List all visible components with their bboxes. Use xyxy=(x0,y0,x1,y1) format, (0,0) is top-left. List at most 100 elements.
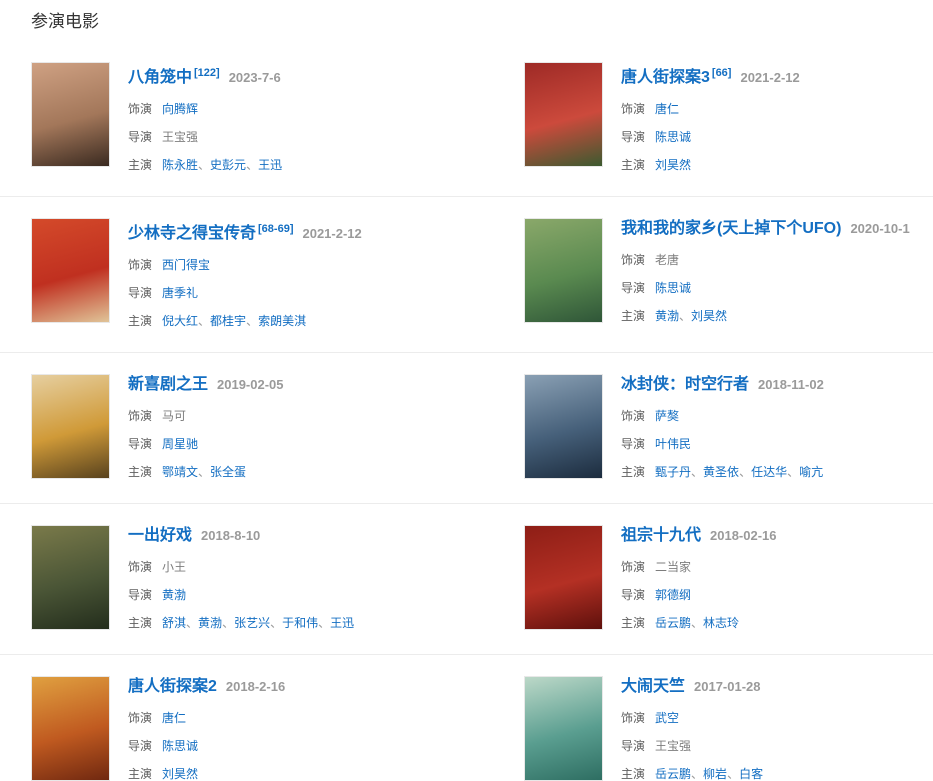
director-label: 导演 xyxy=(621,130,646,144)
cast-name-link[interactable]: 喻亢 xyxy=(799,465,824,479)
cast-name-link[interactable]: 黄渤 xyxy=(198,616,223,630)
cast-name-link[interactable]: 张全蛋 xyxy=(210,465,247,479)
director-value[interactable]: 陈思诚 xyxy=(655,130,692,144)
name-separator: 、 xyxy=(691,465,704,479)
name-separator: 、 xyxy=(787,465,800,479)
role-label: 饰演 xyxy=(621,102,646,116)
director-value[interactable]: 唐季礼 xyxy=(162,286,199,300)
role-value[interactable]: 西门得宝 xyxy=(162,258,211,272)
cast-name-link[interactable]: 柳岩 xyxy=(703,767,728,781)
director-value[interactable]: 叶伟民 xyxy=(655,437,692,451)
cast-name-link[interactable]: 倪大红 xyxy=(162,314,199,328)
role-value[interactable]: 向腾辉 xyxy=(162,102,199,116)
title-line: 少林寺之得宝传奇 [68-69] 2021-2-12 xyxy=(128,218,362,245)
cast-name-link[interactable]: 王迅 xyxy=(330,616,355,630)
movie-poster[interactable] xyxy=(524,676,603,781)
role-value[interactable]: 唐仁 xyxy=(655,102,680,116)
movie-title-link[interactable]: 唐人街探案2 xyxy=(128,678,217,695)
cast-name-link[interactable]: 岳云鹏 xyxy=(655,616,692,630)
movie-poster[interactable] xyxy=(31,525,110,630)
movie-title-link[interactable]: 我和我的家乡(天上掉下个UFO) xyxy=(621,220,842,237)
movie-title-link[interactable]: 大闹天竺 xyxy=(621,678,686,695)
cast-name-link[interactable]: 索朗美淇 xyxy=(258,314,307,328)
movie-title-link[interactable]: 八角笼中 xyxy=(128,69,193,86)
cast-name-link[interactable]: 刘昊然 xyxy=(162,767,199,781)
cast-name-link[interactable]: 史彭元 xyxy=(210,158,247,172)
cast-name-link[interactable]: 林志玲 xyxy=(703,616,740,630)
name-separator: 、 xyxy=(691,616,704,630)
cast-line: 主演 陈永胜、史彭元、王迅 xyxy=(128,157,282,173)
director-line: 导演 黄渤 xyxy=(128,587,354,603)
movie-info: 祖宗十九代 2018-02-16 饰演 二当家 导演 郭德纲 主演 岳云鹏、林志玲 xyxy=(621,525,777,631)
director-line: 导演 周星驰 xyxy=(128,436,284,452)
director-label: 导演 xyxy=(621,739,646,753)
cast-name-link[interactable]: 于和伟 xyxy=(282,616,319,630)
director-line: 导演 王宝强 xyxy=(128,129,282,145)
release-date: 2021-2-12 xyxy=(740,70,800,85)
role-label: 饰演 xyxy=(128,711,153,725)
director-label: 导演 xyxy=(128,130,153,144)
name-separator: 、 xyxy=(246,314,259,328)
cast-name-link[interactable]: 刘昊然 xyxy=(655,158,692,172)
cast-name-link[interactable]: 岳云鹏 xyxy=(655,767,692,781)
movie-title-link[interactable]: 少林寺之得宝传奇 xyxy=(128,225,257,242)
name-separator: 、 xyxy=(739,465,752,479)
director-value[interactable]: 郭德纲 xyxy=(655,588,692,602)
cast-line: 主演 岳云鹏、林志玲 xyxy=(621,615,777,631)
movie-poster[interactable] xyxy=(524,525,603,630)
release-date: 2018-02-16 xyxy=(710,528,777,543)
cast-line: 主演 刘昊然 xyxy=(621,157,800,173)
movie-title-link[interactable]: 唐人街探案3 xyxy=(621,69,710,86)
cast-name-link[interactable]: 王迅 xyxy=(258,158,283,172)
cast-label: 主演 xyxy=(621,158,646,172)
title-line: 新喜剧之王 2019-02-05 xyxy=(128,374,284,396)
director-value[interactable]: 陈思诚 xyxy=(162,739,199,753)
movie-entry: 我和我的家乡(天上掉下个UFO) 2020-10-1 饰演 老唐 导演 陈思诚 主演黄… xyxy=(524,218,933,329)
director-line: 导演 陈思诚 xyxy=(128,738,285,754)
movie-poster[interactable] xyxy=(31,374,110,479)
cast-name-link[interactable]: 陈永胜 xyxy=(162,158,199,172)
reference-sup[interactable]: [122] xyxy=(194,67,220,79)
cast-name-link[interactable]: 都桂宇 xyxy=(210,314,247,328)
cast-label: 主演 xyxy=(128,465,153,479)
role-value[interactable]: 唐仁 xyxy=(162,711,187,725)
cast-name-link[interactable]: 黄渤 xyxy=(655,309,680,323)
director-value[interactable]: 陈思诚 xyxy=(655,281,692,295)
movie-poster[interactable] xyxy=(31,676,110,781)
reference-sup[interactable]: [66] xyxy=(711,67,732,79)
movie-poster[interactable] xyxy=(31,218,110,323)
cast-name-link[interactable]: 张艺兴 xyxy=(234,616,271,630)
cast-name-link[interactable]: 甄子丹 xyxy=(655,465,692,479)
release-date: 2021-2-12 xyxy=(302,226,362,241)
movie-entry: 唐人街探案2 2018-2-16 饰演 唐仁 导演 陈思诚 主演 刘昊然 xyxy=(31,676,524,781)
cast-name-link[interactable]: 黄圣依 xyxy=(703,465,740,479)
movie-title-link[interactable]: 祖宗十九代 xyxy=(621,527,702,544)
movie-entry: 八角笼中 [122] 2023-7-6 饰演 向腾辉 导演 王宝强 主演 陈永胜、史彭元、… xyxy=(31,62,524,173)
cast-name-link[interactable]: 刘昊然 xyxy=(691,309,728,323)
director-line: 导演 陈思诚 xyxy=(621,280,910,296)
movie-poster[interactable] xyxy=(524,218,603,323)
cast-value: 舒淇、黄渤、张艺兴、于和伟、王迅 xyxy=(162,616,354,630)
role-value[interactable]: 萨獒 xyxy=(655,409,680,423)
movie-poster[interactable] xyxy=(31,62,110,167)
name-separator: 、 xyxy=(679,309,692,323)
cast-value: 岳云鹏、柳岩、白客 xyxy=(655,767,763,781)
movie-poster[interactable] xyxy=(524,374,603,479)
name-separator: 、 xyxy=(318,616,331,630)
role-label: 饰演 xyxy=(621,711,646,725)
cast-name-link[interactable]: 任达华 xyxy=(751,465,788,479)
director-value[interactable]: 黄渤 xyxy=(162,588,187,602)
movie-poster[interactable] xyxy=(524,62,603,167)
cast-name-link[interactable]: 白客 xyxy=(739,767,764,781)
reference-sup[interactable]: [68-69] xyxy=(258,223,294,235)
director-value[interactable]: 周星驰 xyxy=(162,437,199,451)
cast-name-link[interactable]: 鄂靖文 xyxy=(162,465,199,479)
movie-entry: 大闹天竺 2017-01-28 饰演 武空 导演 王宝强 主演 岳云鹏、柳岩、白客 xyxy=(524,676,933,781)
role-value[interactable]: 武空 xyxy=(655,711,680,725)
role-label: 饰演 xyxy=(621,560,646,574)
movie-title-link[interactable]: 一出好戏 xyxy=(128,527,193,544)
movie-title-link[interactable]: 冰封侠：时空行者 xyxy=(621,376,750,393)
role-line: 饰演 老唐 xyxy=(621,252,910,268)
movie-title-link[interactable]: 新喜剧之王 xyxy=(128,376,209,393)
cast-name-link[interactable]: 舒淇 xyxy=(162,616,187,630)
